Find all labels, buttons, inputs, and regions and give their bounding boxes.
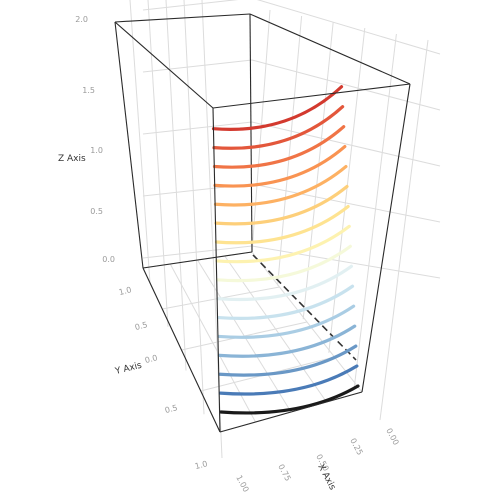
grid-line	[379, 39, 429, 421]
grid-line	[251, 183, 441, 223]
series-line-z-1.4	[212, 105, 345, 150]
z-axis-title: Z Axis	[58, 154, 86, 164]
series-line-z-0.1	[218, 364, 359, 396]
grid-line	[165, 0, 187, 371]
grid-line	[142, 59, 253, 73]
z-tick-label: 0.5	[90, 207, 103, 216]
box-front-edges	[212, 83, 411, 433]
grid-line	[251, 9, 271, 253]
grid-line	[256, 0, 441, 55]
z-tick-label: 1.0	[90, 146, 103, 155]
z-tick-label: 0.0	[102, 255, 115, 264]
grid-line	[142, 0, 239, 11]
grid-line	[183, 0, 205, 415]
x-tick-label: 0.00	[384, 427, 400, 447]
x-tick-label: 1.00	[234, 474, 250, 494]
y-tick-label: 1.0	[118, 285, 133, 297]
box-edge	[219, 391, 363, 433]
series-line-z-0.5	[216, 284, 355, 320]
y-tick-label: 0.0	[144, 353, 159, 365]
box-edge	[114, 21, 214, 109]
grid-line	[142, 121, 253, 135]
grid-line	[169, 263, 256, 423]
z-tick-label: 1.5	[82, 86, 95, 95]
box-edge	[249, 13, 411, 85]
grid-line	[129, 0, 151, 284]
box-back-edges	[114, 13, 411, 433]
series-line-z-0.3	[217, 324, 357, 358]
series-line-z-0.9	[214, 204, 350, 245]
series-line-z-0	[219, 384, 360, 415]
y-tick-label: 0.5	[164, 403, 179, 415]
grid-line	[277, 15, 303, 286]
x-tick-label: 0.75	[276, 463, 292, 483]
grid-layer	[129, 0, 441, 459]
grid-line	[251, 59, 441, 111]
series-line-z-0.4	[217, 304, 356, 339]
series-line-z-1.2	[213, 145, 347, 188]
series-line-z-0.2	[218, 344, 358, 377]
box-edge	[114, 21, 144, 269]
series-line-z-1.5	[211, 85, 344, 131]
box-edge	[361, 83, 411, 393]
grid-line	[142, 245, 253, 259]
box-edge	[142, 251, 253, 269]
grid-line	[147, 0, 169, 327]
series-line-z-1.1	[213, 164, 348, 207]
series-layer	[211, 85, 360, 415]
grid-line	[353, 33, 397, 387]
series-line-z-0.6	[216, 264, 353, 302]
box-edge	[212, 107, 221, 433]
box-edge	[114, 13, 251, 23]
grid-line	[251, 251, 363, 393]
y-tick-label: 1.0	[194, 459, 209, 471]
series-line-z-0.8	[215, 224, 351, 264]
x-axis-title: X Axis	[315, 463, 337, 492]
box-edge	[249, 13, 253, 253]
series-line-z-1.3	[212, 125, 346, 169]
x-tick-label: 0.25	[348, 437, 364, 457]
box-edge	[252, 254, 357, 361]
z-tick-label: 2.0	[75, 15, 88, 24]
y-tick-label: 0.5	[134, 320, 149, 332]
grid-line	[328, 27, 366, 353]
box-edge	[142, 267, 221, 433]
y-axis-title: Y Axis	[113, 361, 143, 378]
grid-line	[251, 121, 441, 167]
series-line-z-0.7	[215, 244, 352, 283]
box-edge	[212, 83, 411, 109]
grid-line	[251, 245, 441, 279]
series-line-z-1	[214, 184, 349, 226]
